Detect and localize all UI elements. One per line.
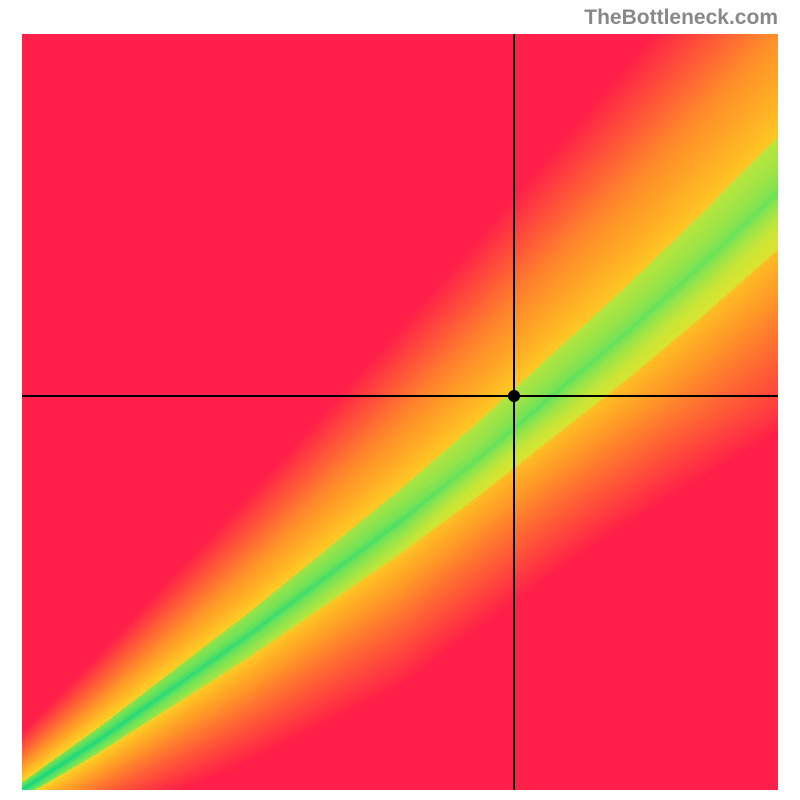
chart-container: TheBottleneck.com bbox=[0, 0, 800, 800]
crosshair-horizontal bbox=[22, 395, 778, 397]
crosshair-vertical bbox=[513, 34, 515, 790]
heatmap-canvas bbox=[22, 34, 778, 790]
heatmap-plot bbox=[22, 34, 778, 790]
watermark-text: TheBottleneck.com bbox=[584, 6, 778, 30]
crosshair-point bbox=[508, 390, 520, 402]
